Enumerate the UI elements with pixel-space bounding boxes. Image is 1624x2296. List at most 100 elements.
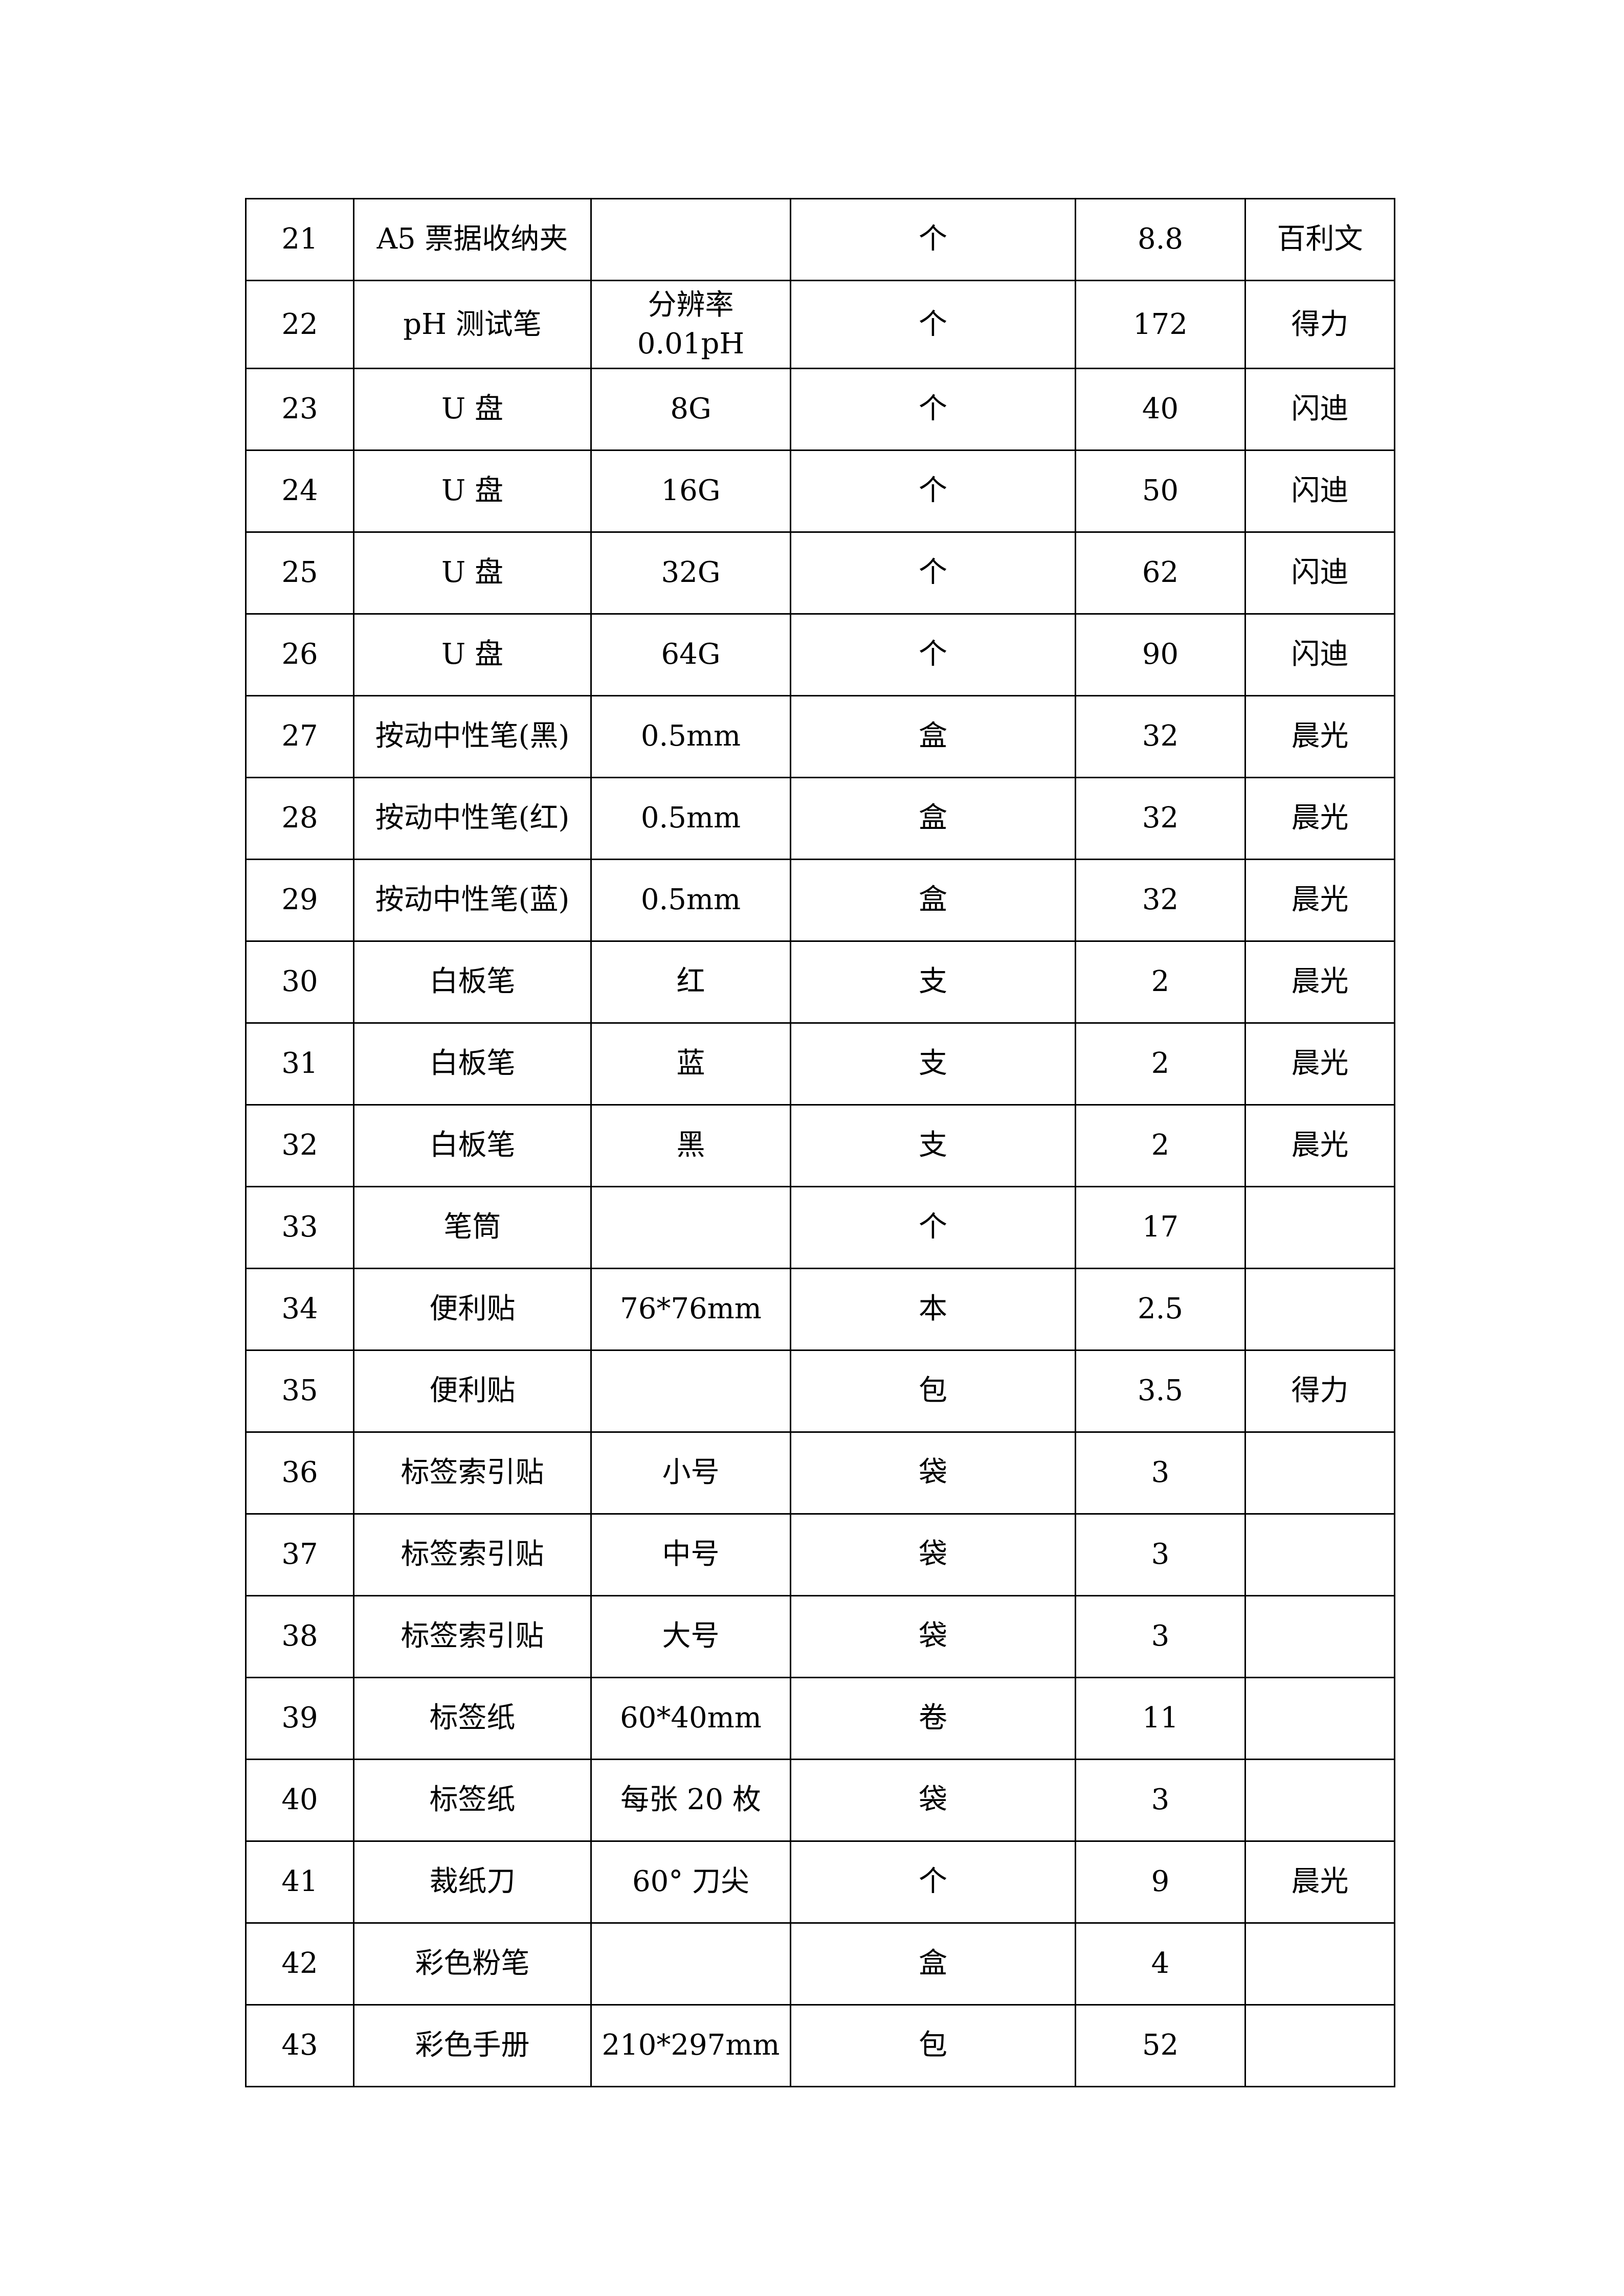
cell-price: 2.5 (1075, 1268, 1246, 1351)
cell-unit: 个 (790, 1840, 1076, 1924)
price-text: 8.8 (1137, 222, 1184, 256)
no-text: 36 (281, 1456, 318, 1490)
cell-unit: 支 (790, 1022, 1076, 1106)
cell-name: 标签纸 (353, 1677, 592, 1760)
no-text: 33 (281, 1210, 318, 1244)
spec-text: 0.5mm (640, 883, 741, 917)
no-text: 35 (281, 1374, 318, 1408)
no-text: 21 (281, 222, 318, 256)
cell-spec: 0.5mm (590, 859, 791, 942)
cell-spec: 32G (590, 531, 791, 615)
spec-text: 210*297mm (602, 2029, 780, 2062)
cell-no: 31 (245, 1022, 354, 1106)
cell-spec: 64G (590, 613, 791, 696)
name-text: U 盘 (441, 638, 503, 671)
cell-price: 172 (1075, 280, 1246, 369)
cell-no: 41 (245, 1840, 354, 1924)
cell-price: 3 (1075, 1759, 1246, 1842)
table-row: 36 标签索引贴 小号 袋 3 (245, 1431, 1395, 1515)
spec-text: 0.5mm (640, 719, 741, 753)
cell-brand: 百利文 (1244, 198, 1395, 281)
unit-text: 袋 (919, 1538, 947, 1571)
cell-brand: 晨光 (1244, 1104, 1395, 1187)
spec-text: 中号 (662, 1538, 720, 1571)
price-text: 2.5 (1137, 1292, 1184, 1326)
table-row: 23 U 盘 8G 个 40 闪迪 (245, 368, 1395, 451)
spec-text: 蓝 (676, 1047, 705, 1081)
brand-text: 闪迪 (1291, 556, 1349, 590)
cell-spec: 60° 刀尖 (590, 1840, 791, 1924)
cell-brand (1244, 1513, 1395, 1596)
cell-price: 2 (1075, 940, 1246, 1024)
price-text: 3 (1151, 1783, 1170, 1817)
cell-unit: 袋 (790, 1595, 1076, 1678)
price-text: 62 (1142, 556, 1179, 590)
cell-no: 28 (245, 777, 354, 860)
cell-brand (1244, 1431, 1395, 1515)
name-text: 笔筒 (443, 1210, 501, 1244)
cell-spec: 大号 (590, 1595, 791, 1678)
spec-text: 60° 刀尖 (632, 1865, 750, 1899)
cell-name: 标签索引贴 (353, 1431, 592, 1515)
cell-name: U 盘 (353, 368, 592, 451)
cell-unit: 支 (790, 1104, 1076, 1187)
spec-line2-text: 0.01pH (637, 327, 745, 361)
spec-text: 16G (661, 474, 721, 508)
cell-no: 27 (245, 695, 354, 778)
no-text: 27 (281, 719, 318, 753)
table-row: 41 裁纸刀 60° 刀尖 个 9 晨光 (245, 1840, 1395, 1924)
unit-text: 袋 (919, 1619, 947, 1653)
cell-unit: 个 (790, 531, 1076, 615)
cell-spec: 分辨率 0.01pH (590, 280, 791, 369)
cell-price: 90 (1075, 613, 1246, 696)
cell-spec (590, 1922, 791, 2006)
cell-brand (1244, 1595, 1395, 1678)
cell-spec: 8G (590, 368, 791, 451)
cell-unit: 个 (790, 280, 1076, 369)
name-text: 标签纸 (429, 1783, 516, 1817)
cell-brand: 闪迪 (1244, 449, 1395, 533)
price-text: 32 (1142, 883, 1179, 917)
brand-text: 晨光 (1291, 801, 1349, 835)
cell-name: 标签索引贴 (353, 1513, 592, 1596)
unit-text: 包 (919, 2029, 947, 2062)
no-text: 29 (281, 883, 318, 917)
brand-text: 晨光 (1291, 965, 1349, 999)
unit-text: 包 (919, 1374, 947, 1408)
cell-brand (1244, 1268, 1395, 1351)
no-text: 26 (281, 638, 318, 671)
cell-price: 3 (1075, 1595, 1246, 1678)
cell-name: 彩色粉笔 (353, 1922, 592, 2006)
price-text: 11 (1142, 1701, 1179, 1735)
cell-no: 22 (245, 280, 354, 369)
table-row: 30 白板笔 红 支 2 晨光 (245, 940, 1395, 1024)
cell-brand: 晨光 (1244, 1840, 1395, 1924)
spec-text: 32G (661, 556, 721, 590)
brand-text: 晨光 (1291, 1865, 1349, 1899)
unit-text: 个 (919, 556, 947, 590)
table-row: 40 标签纸 每张 20 枚 袋 3 (245, 1759, 1395, 1842)
cell-unit: 包 (790, 1349, 1076, 1433)
cell-name: 按动中性笔(红) (353, 777, 592, 860)
cell-no: 42 (245, 1922, 354, 2006)
cell-price: 32 (1075, 695, 1246, 778)
cell-spec (590, 198, 791, 281)
cell-no: 24 (245, 449, 354, 533)
cell-spec: 0.5mm (590, 695, 791, 778)
cell-spec: 黑 (590, 1104, 791, 1187)
cell-price: 3.5 (1075, 1349, 1246, 1433)
unit-text: 盒 (919, 883, 947, 917)
table-row: 37 标签索引贴 中号 袋 3 (245, 1513, 1395, 1596)
table-row: 42 彩色粉笔 盒 4 (245, 1922, 1395, 2006)
brand-text: 晨光 (1291, 1129, 1349, 1162)
cell-spec: 每张 20 枚 (590, 1759, 791, 1842)
cell-name: U 盘 (353, 449, 592, 533)
unit-text: 个 (919, 222, 947, 256)
cell-unit: 包 (790, 2004, 1076, 2087)
name-text: U 盘 (441, 392, 503, 426)
spec-text: 76*76mm (620, 1292, 762, 1326)
no-text: 40 (281, 1783, 318, 1817)
cell-spec: 蓝 (590, 1022, 791, 1106)
name-text: 白板笔 (429, 1047, 516, 1081)
brand-text: 晨光 (1291, 883, 1349, 917)
